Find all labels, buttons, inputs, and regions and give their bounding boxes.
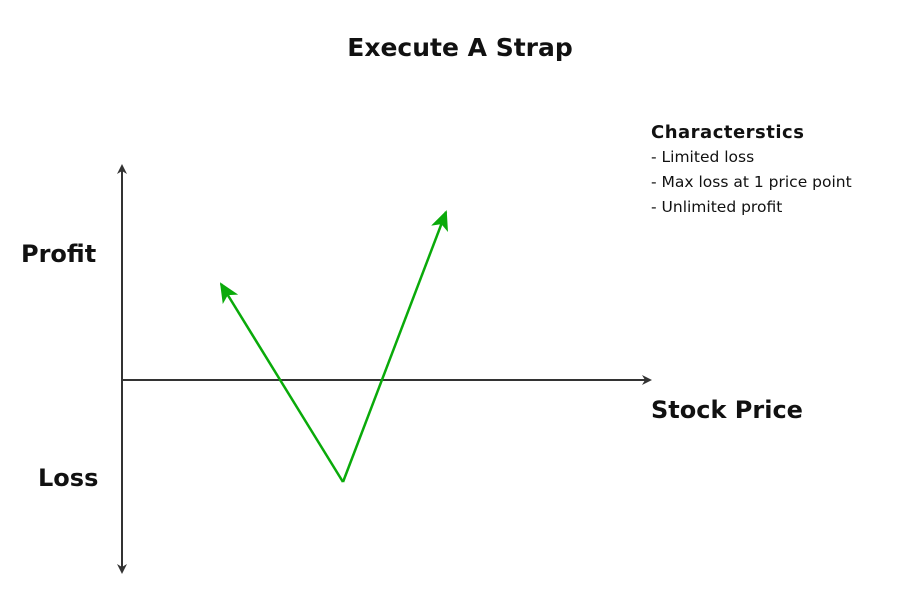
loss-label: Loss bbox=[38, 464, 99, 492]
characteristics-box: Characterstics - Limited loss - Max loss… bbox=[651, 120, 852, 220]
payoff-right-leg bbox=[341, 210, 448, 483]
profit-label: Profit bbox=[21, 240, 97, 268]
payoff-left-leg bbox=[219, 282, 345, 483]
characteristic-item: - Unlimited profit bbox=[651, 198, 783, 216]
characteristics-heading: Characterstics bbox=[651, 122, 805, 143]
characteristic-item: - Max loss at 1 price point bbox=[651, 173, 852, 191]
characteristic-item: - Limited loss bbox=[651, 148, 755, 166]
diagram-title: Execute A Strap bbox=[347, 33, 573, 62]
stock-price-label: Stock Price bbox=[651, 396, 803, 424]
